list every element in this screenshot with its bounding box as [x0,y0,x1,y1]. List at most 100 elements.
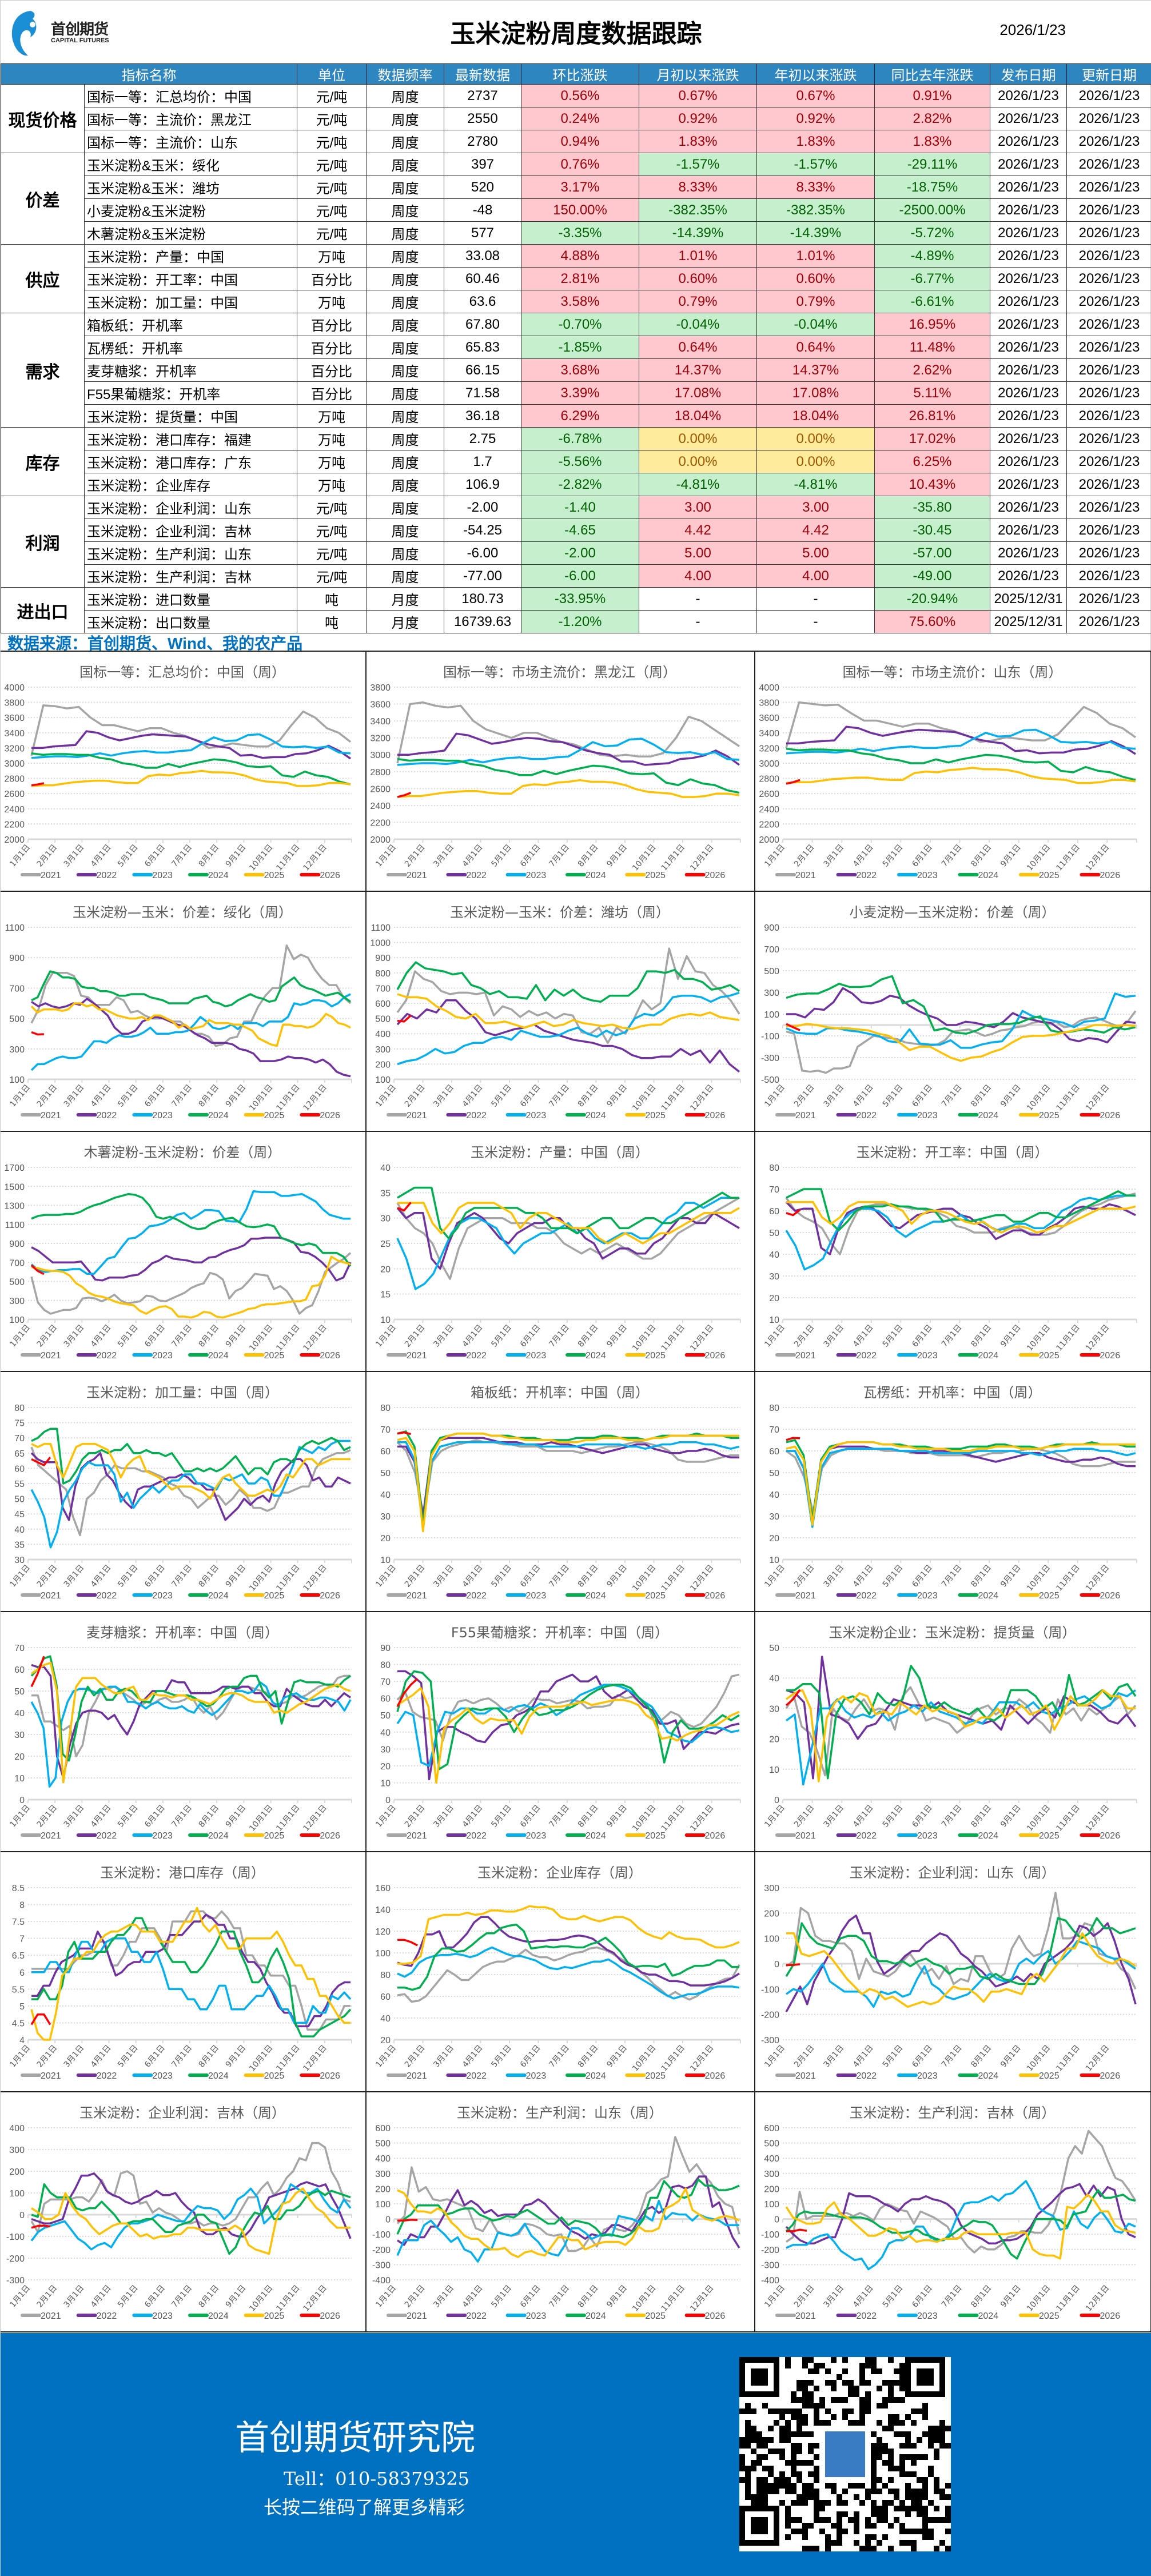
footer-qr-tip: 长按二维码了解更多精彩 [264,2497,465,2518]
y-tick-label: 35 [14,1540,25,1550]
update-date: 2026/1/23 [1066,587,1151,611]
wow-change: -6.78% [521,427,639,450]
x-tick-label: 9月1日 [224,1563,248,1589]
wow-change: 150.00% [521,198,639,222]
x-tick-label: 11月1日 [1054,1083,1081,1112]
chart-title: 玉米淀粉企业：玉米淀粉：提货量（周） [829,1625,1076,1641]
chart-panel: 木薯淀粉-玉米淀粉：价差（周） 100 300 500 700 900 1100 1300 15… [1,1132,367,1372]
y-tick-label: 2400 [759,805,779,815]
y-tick-label: 2200 [759,820,779,830]
y-tick-label: 700 [9,984,25,994]
legend-label: 2021 [407,871,427,880]
legend-label: 2025 [1039,2311,1060,2321]
x-tick-label: 10月1日 [1025,1803,1052,1833]
y-tick-label: 0 [774,1796,779,1805]
x-tick-label: 2月1日 [792,2043,817,2069]
frequency-cell: 周度 [366,496,444,519]
series-line-2026 [786,1437,800,1441]
y-tick-label: 40 [380,1728,391,1738]
legend-label: 2023 [526,1831,547,1841]
legend-label: 2024 [208,871,229,880]
unit-cell: 元/吨 [297,496,367,519]
series-line-2025 [397,779,740,798]
line-chart: 麦芽糖浆：开机率：中国（周） 0 10 20 30 40 50 60 70 1月1日 2月1日 3月1… [8,1625,352,1841]
mtd-change: -382.35% [639,198,757,222]
y-tick-label: 3000 [759,759,779,769]
line-chart: 箱板纸：开机率：中国（周） 10 20 30 40 50 60 70 80 1月1日 2月1日 3月1… [374,1385,741,1601]
legend-label: 2024 [978,1351,999,1361]
chart-panel: 玉米淀粉企业：玉米淀粉：提货量（周） 0 10 20 30 40 50 1月1日 2月1日 3月1… [755,1612,1151,1852]
latest-value: 2550 [444,107,521,130]
table-row: 玉米淀粉：生产利润：山东 元/吨 周度 -6.00 -2.00 5.00 5.00 -57.0… [1,541,1151,565]
mtd-change: 0.79% [639,290,757,313]
x-tick-label: 1月1日 [8,1563,32,1589]
x-tick-label: 9月1日 [999,1083,1023,1108]
legend-label: 2026 [1100,1831,1121,1841]
y-tick-label: 10 [14,1774,25,1784]
series-line-2026 [397,1431,411,1435]
chart-title: 玉米淀粉：加工量：中国（周） [86,1385,278,1401]
latest-value: -54.25 [444,519,521,542]
table-row: 库存 玉米淀粉：港口库存：福建 万吨 周度 2.75 -6.78% 0.00% 0.00% 17… [1,427,1151,496]
update-date: 2026/1/23 [1066,450,1151,473]
y-tick-label: 2000 [370,835,391,845]
series-line-2023 [397,737,740,766]
y-tick-label: -400 [372,2276,391,2286]
x-tick-label: 9月1日 [999,2043,1023,2069]
series-line-2024 [396,2178,740,2239]
ytd-change: 0.79% [756,290,875,313]
y-tick-label: 60 [380,1447,391,1457]
publish-date: 2026/1/23 [990,290,1067,313]
y-tick-label: 70 [769,1185,779,1195]
wow-change: 3.58% [521,290,639,313]
series-line-2024 [30,1655,352,1762]
frequency-cell: 周度 [366,358,444,382]
x-tick-label: 11月1日 [1054,2043,1081,2073]
col-header: 单位 [297,63,367,85]
x-tick-label: 10月1日 [248,2283,274,2313]
legend-label: 2022 [97,1111,117,1120]
y-tick-label: 60 [14,1464,25,1474]
qr-code-icon[interactable] [739,2357,951,2551]
x-tick-label: 4月1日 [851,1563,875,1589]
series-line-2024 [396,961,740,1003]
legend-label: 2025 [645,1591,666,1601]
table-row: 玉米淀粉&玉米：潍坊 元/吨 周度 520 3.17% 8.33% 8.33% -18.75%… [1,176,1151,199]
unit-cell: 元/吨 [297,176,367,199]
legend-label: 2026 [320,2071,340,2081]
table-row: 需求 箱板纸：开机率 百分比 周度 67.80 -0.70% -0.04% -0.04% 16.… [1,313,1151,428]
y-tick-label: 20 [769,1735,779,1745]
x-tick-label: 5月1日 [116,2043,140,2069]
y-tick-label: 100 [764,1010,779,1020]
y-tick-label: 200 [764,1909,779,1919]
publish-date: 2026/1/23 [990,381,1067,405]
indicator-name: 国标一等：主流价：山东 [84,130,297,153]
x-tick-label: 3月1日 [432,2283,456,2309]
y-tick-label: 6.5 [12,1951,25,1961]
x-tick-label: 9月1日 [224,1803,248,1829]
indicator-name: 玉米淀粉：港口库存：福建 [84,427,297,450]
ytd-change: 0.67% [756,84,875,107]
y-tick-label: 200 [375,2184,391,2194]
line-chart: 玉米淀粉企业：玉米淀粉：提货量（周） 0 10 20 30 40 50 1月1日 2月1日 3月1… [763,1625,1137,1841]
x-tick-label: 10月1日 [248,1803,274,1833]
x-tick-label: 1月1日 [8,1323,32,1349]
publish-date: 2025/12/31 [990,610,1067,633]
legend-label: 2021 [407,1111,427,1120]
series-line-2023 [30,2183,352,2251]
series-line-2026 [397,1014,412,1023]
y-tick-label: -300 [372,2260,391,2270]
unit-cell: 万吨 [297,404,367,428]
y-tick-label: 3600 [370,700,391,710]
col-header: 数据频率 [366,63,444,85]
legend-label: 2026 [705,2071,726,2081]
x-tick-label: 4月1日 [89,2283,113,2309]
x-tick-label: 9月1日 [999,1323,1023,1349]
ytd-change: -382.35% [756,198,875,222]
y-tick-label: 2000 [759,835,779,845]
y-tick-label: 20 [769,1294,779,1303]
x-tick-label: 3月1日 [62,1323,86,1349]
indicator-name: 玉米淀粉：生产利润：吉林 [84,564,297,588]
legend-label: 2021 [795,871,816,880]
